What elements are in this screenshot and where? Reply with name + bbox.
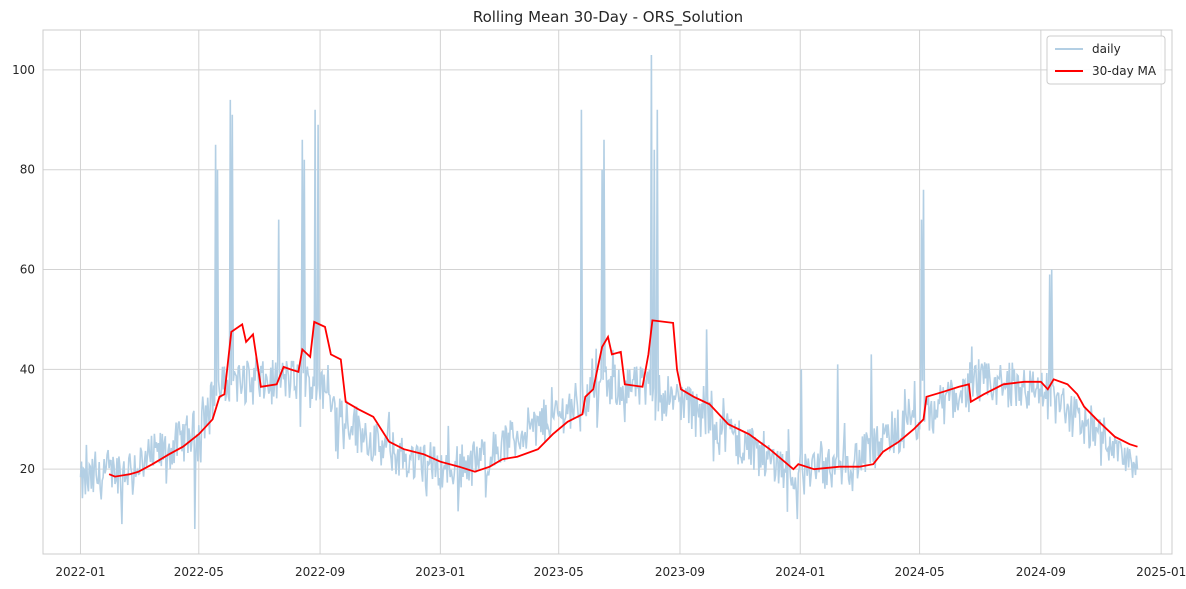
legend: daily 30-day MA — [1046, 35, 1166, 85]
y-tick-label: 40 — [20, 362, 35, 376]
ma-line — [108, 319, 1138, 478]
x-tick-label: 2024-09 — [1016, 565, 1066, 579]
grid — [43, 30, 1172, 554]
x-tick-label: 2025-01 — [1136, 565, 1186, 579]
x-tick-label: 2023-09 — [655, 565, 705, 579]
x-tick-label: 2022-01 — [55, 565, 105, 579]
ma-series — [108, 319, 1138, 478]
plot-frame — [42, 29, 1173, 555]
x-tick-label: 2022-09 — [295, 565, 345, 579]
y-axis: 20 40 60 80 100 — [12, 63, 35, 476]
x-tick-label: 2023-05 — [534, 565, 584, 579]
y-tick-label: 100 — [12, 63, 35, 77]
x-tick-label: 2022-05 — [174, 565, 224, 579]
x-axis: 2022-01 2022-05 2022-09 2023-01 2023-05 2023-… — [55, 565, 1186, 579]
legend-label-ma: 30-day MA — [1092, 64, 1157, 78]
legend-label-daily: daily — [1092, 42, 1121, 56]
daily-line — [79, 54, 1139, 530]
plot-area — [43, 30, 1172, 554]
y-tick-label: 60 — [20, 263, 35, 277]
x-tick-label: 2023-01 — [415, 565, 465, 579]
y-tick-label: 80 — [20, 163, 35, 177]
x-tick-label: 2024-05 — [895, 565, 945, 579]
x-tick-label: 2024-01 — [775, 565, 825, 579]
chart-title: Rolling Mean 30-Day - ORS_Solution — [473, 8, 743, 27]
y-tick-label: 20 — [20, 462, 35, 476]
daily-series — [79, 54, 1139, 530]
